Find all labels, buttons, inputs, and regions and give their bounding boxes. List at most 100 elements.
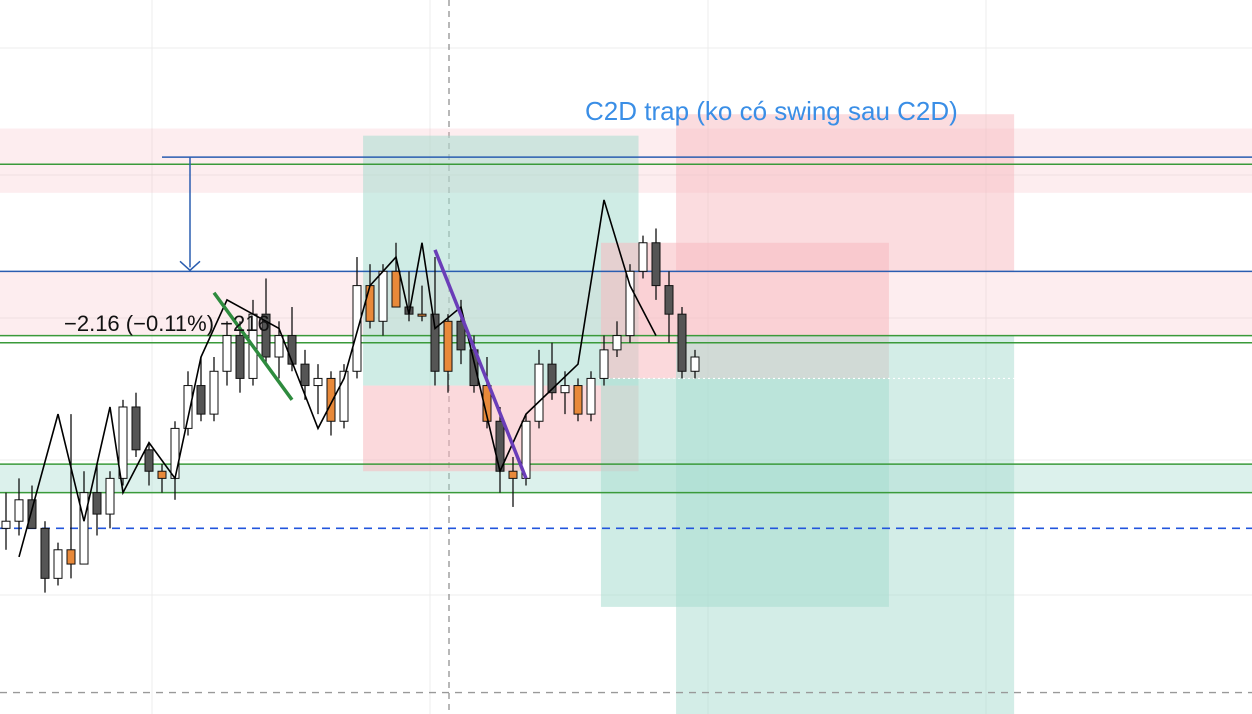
candle-18[interactable] [235, 321, 245, 393]
candle-body [157, 470, 167, 479]
zigzag-layer [18, 199, 657, 558]
candle-30[interactable] [391, 242, 401, 308]
candle-27[interactable] [352, 257, 362, 379]
candle-9[interactable] [118, 399, 128, 486]
candle-49[interactable] [638, 235, 648, 279]
candle-16[interactable] [209, 357, 219, 422]
candle-body [339, 370, 349, 422]
candle-50[interactable] [651, 228, 661, 300]
candle-47[interactable] [612, 321, 622, 357]
candle-8[interactable] [105, 471, 115, 529]
candle-52[interactable] [677, 307, 687, 379]
candle-body [651, 242, 661, 287]
candle-46[interactable] [599, 335, 609, 386]
candle-21[interactable] [274, 321, 284, 379]
candle-body [534, 363, 544, 422]
zone-8 [676, 114, 1015, 272]
candle-body [300, 363, 310, 387]
candle-body [560, 385, 570, 394]
candle-body [183, 385, 193, 429]
candle-body [27, 499, 37, 529]
candle-body [456, 320, 466, 351]
candle-body [547, 363, 557, 394]
candle-body [638, 242, 648, 272]
candle-body [417, 313, 427, 317]
candle-26[interactable] [339, 364, 349, 429]
trap-label[interactable]: C2D trap (ko có swing sau C2D) [585, 96, 958, 126]
candle-body [508, 470, 518, 479]
candle-body [92, 492, 102, 515]
candle-body [313, 377, 323, 387]
candle-body [131, 406, 141, 451]
candle-body [40, 527, 50, 579]
candle-body [677, 313, 687, 372]
candle-body [612, 335, 622, 351]
candle-45[interactable] [586, 371, 596, 422]
measure-arrow-head [179, 260, 201, 272]
candle-0[interactable] [1, 492, 11, 550]
candle-12[interactable] [157, 464, 167, 493]
candle-body [235, 335, 245, 379]
candle-4[interactable] [53, 542, 63, 586]
candle-48[interactable] [625, 264, 635, 343]
candle-body [573, 385, 583, 415]
zone-7 [676, 335, 1015, 714]
candle-11[interactable] [144, 442, 154, 486]
candle-body [261, 313, 271, 358]
candle-layer [1, 228, 700, 593]
colored-leg-1[interactable] [433, 249, 528, 480]
candle-body [690, 356, 700, 372]
candle-body [118, 406, 128, 479]
candle-body [170, 427, 180, 479]
candle-14[interactable] [183, 371, 193, 436]
candle-3[interactable] [40, 521, 50, 593]
candle-5[interactable] [66, 414, 76, 579]
zone-3 [363, 135, 639, 386]
candle-body [14, 499, 24, 522]
candle-42[interactable] [547, 342, 557, 400]
candle-51[interactable] [664, 271, 674, 343]
annotation-layer: C2D trap (ko có swing sau C2D) −2.16 (−0… [64, 96, 958, 336]
candle-body [105, 477, 115, 515]
candle-body [144, 449, 154, 472]
candle-body [599, 349, 609, 379]
candle-body [79, 492, 89, 565]
candle-body [443, 320, 453, 372]
zigzag-line[interactable] [18, 199, 657, 558]
candle-body [222, 335, 232, 372]
candle-body [352, 285, 362, 372]
colored-leg-0[interactable] [212, 291, 294, 401]
candle-body [378, 270, 388, 322]
candle-body [196, 385, 206, 415]
candle-body [274, 335, 284, 358]
candle-15[interactable] [196, 357, 206, 422]
candle-41[interactable] [534, 349, 544, 429]
candle-39[interactable] [508, 456, 518, 507]
candle-32[interactable] [417, 285, 427, 322]
candle-10[interactable] [131, 392, 141, 457]
candle-53[interactable] [690, 349, 700, 379]
candle-7[interactable] [92, 464, 102, 536]
candle-body [391, 270, 401, 308]
candle-17[interactable] [222, 321, 232, 386]
candle-23[interactable] [300, 349, 310, 400]
level-layer [0, 156, 1252, 694]
candle-body [365, 285, 375, 322]
candle-body [209, 370, 219, 415]
candle-24[interactable] [313, 364, 323, 415]
measure-label[interactable]: −2.16 (−0.11%) −216 [64, 311, 270, 336]
candle-body [586, 377, 596, 415]
candle-34[interactable] [443, 314, 453, 393]
candle-33[interactable] [430, 257, 440, 386]
candle-body [326, 377, 336, 422]
candle-body [53, 549, 63, 579]
candle-body [430, 313, 440, 372]
candle-1[interactable] [14, 478, 24, 536]
candle-body [664, 285, 674, 315]
candle-body [1, 520, 11, 529]
candle-44[interactable] [573, 378, 583, 422]
candle-43[interactable] [560, 371, 570, 415]
candle-body [66, 549, 76, 565]
